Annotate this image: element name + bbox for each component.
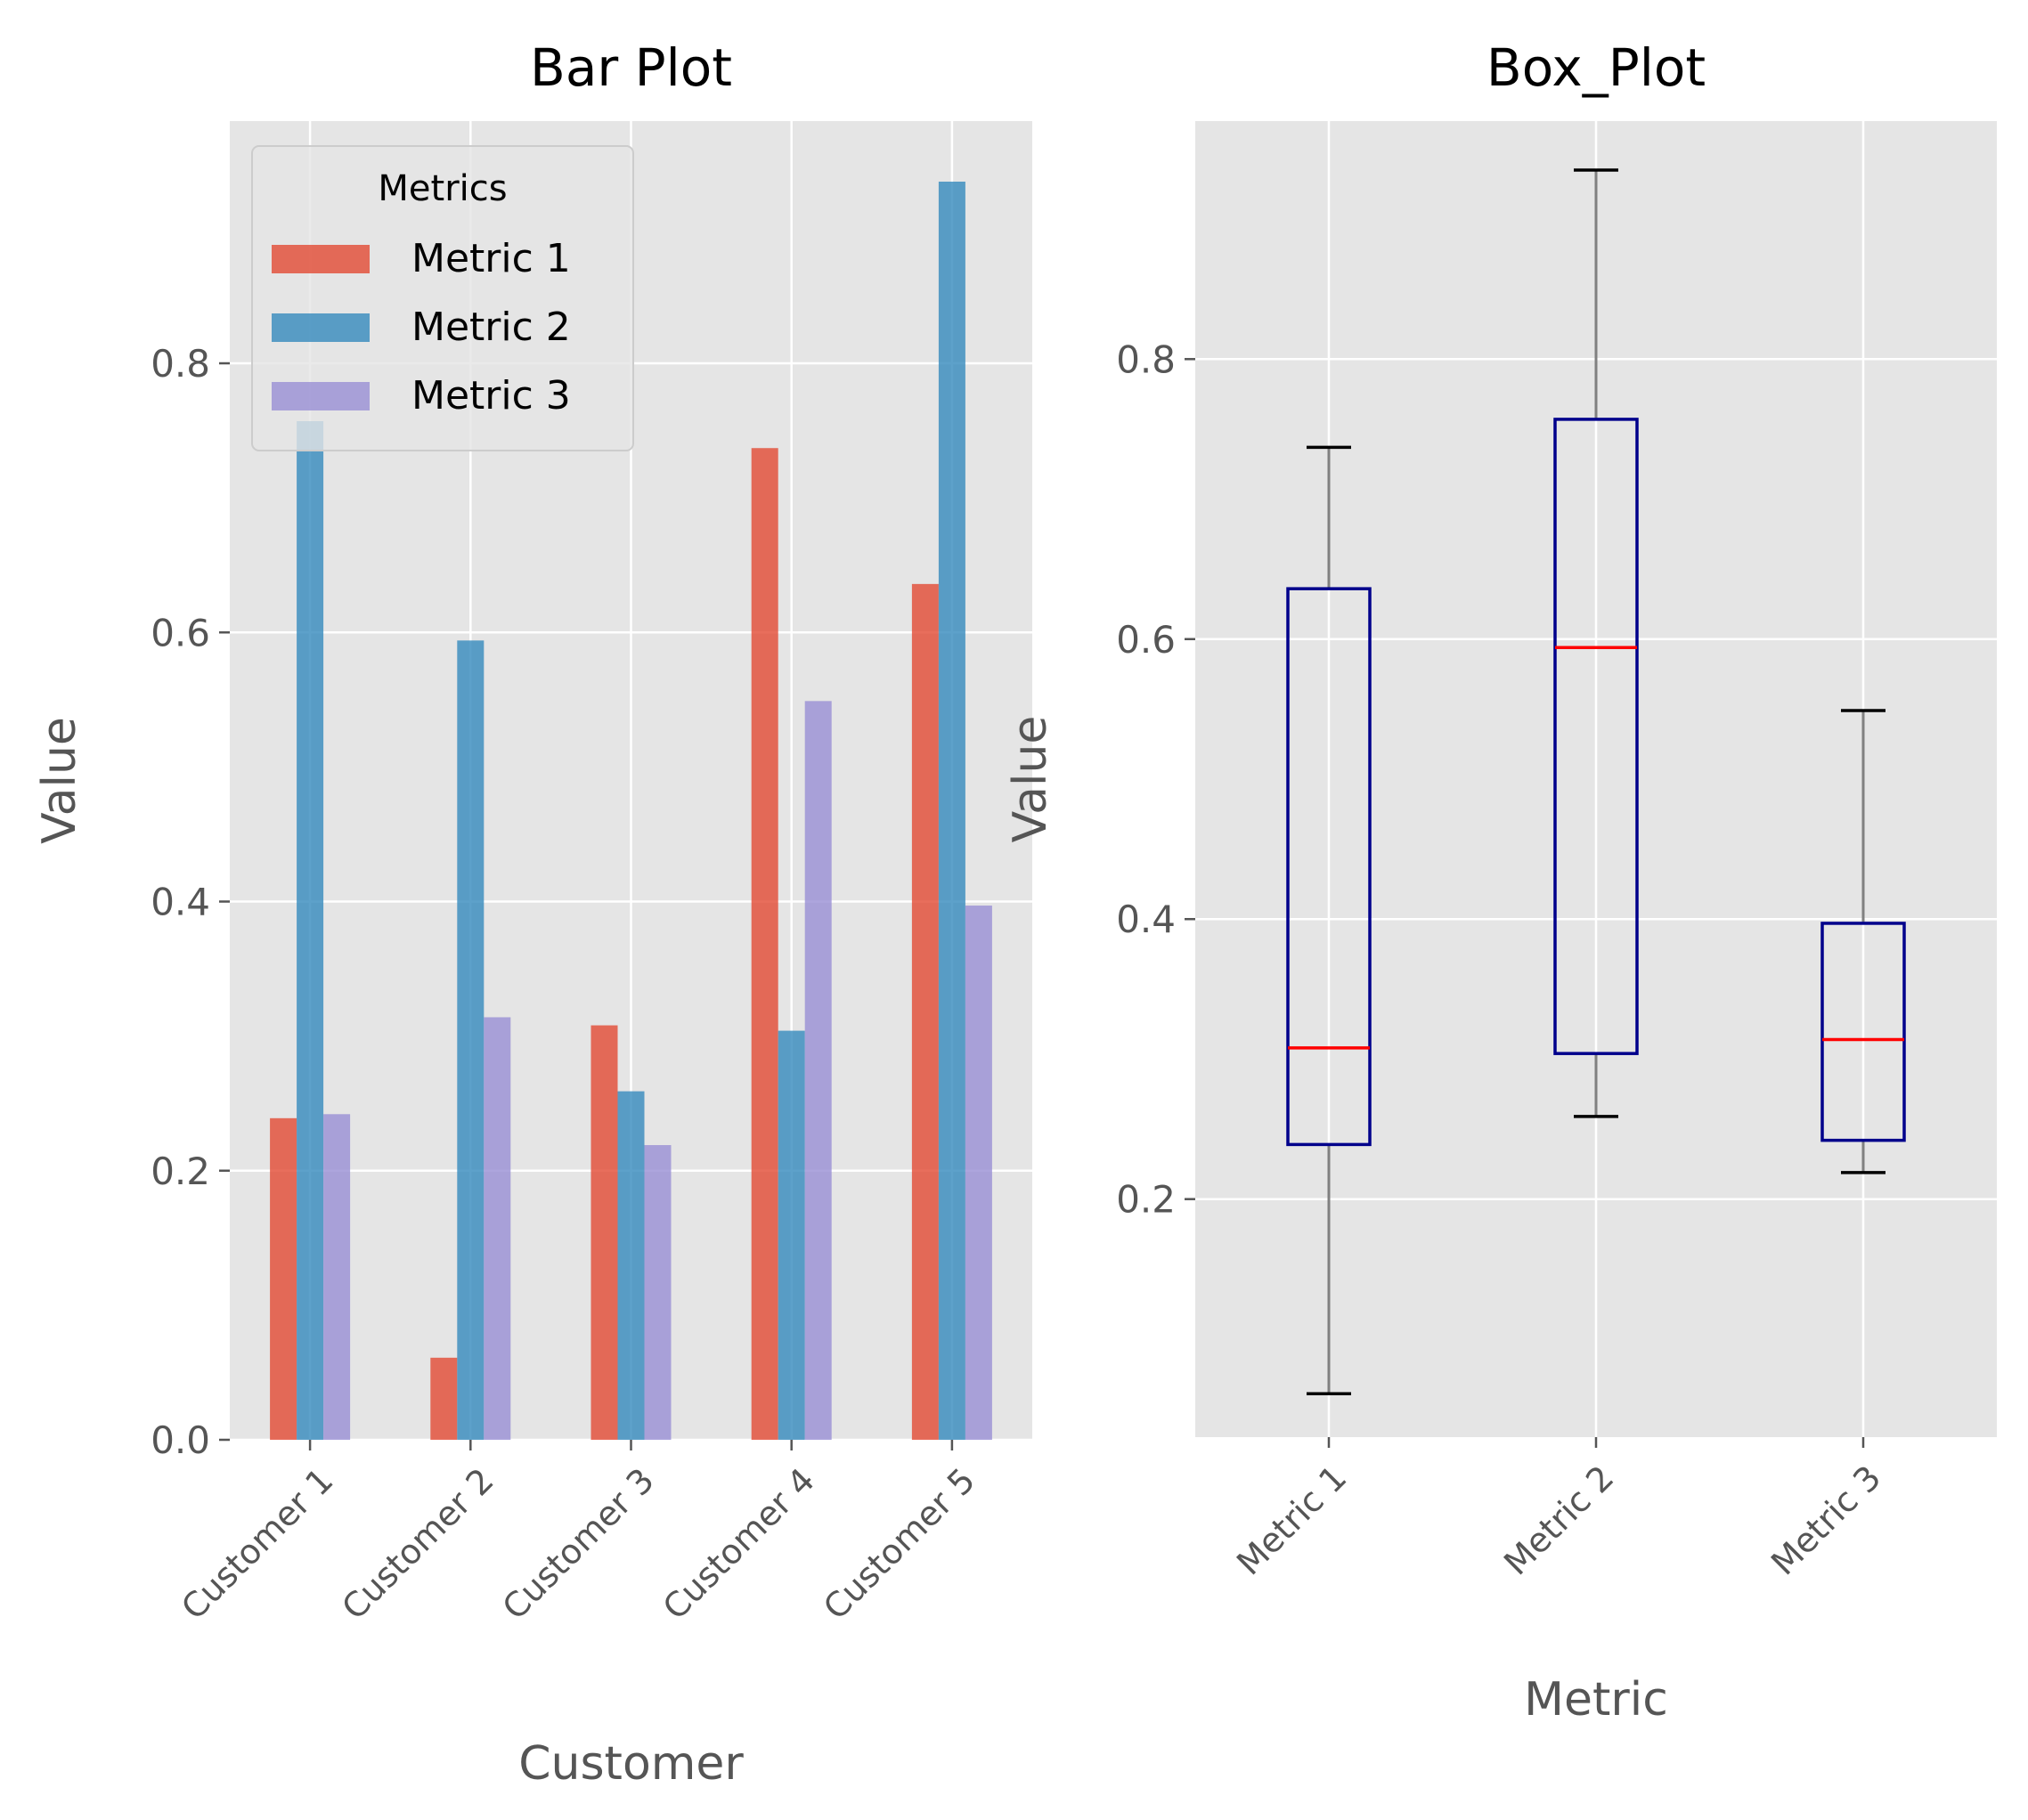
bar-y-ticks: 0.0 0.2 0.4 0.6 0.8 bbox=[151, 342, 230, 1462]
box-y-tick-label: 0.2 bbox=[1116, 1178, 1176, 1222]
legend-label-metric-3: Metric 3 bbox=[411, 373, 571, 418]
bar-metric-1-customer-5 bbox=[911, 583, 939, 1440]
bar-metric-3-customer-4 bbox=[804, 701, 832, 1440]
bar-y-tick-label: 0.8 bbox=[151, 342, 210, 386]
box-metric-2-iqr-box bbox=[1553, 418, 1639, 1055]
box-x-axis-label: Metric bbox=[1524, 1673, 1668, 1727]
box-x-tick-label: Metric 3 bbox=[1763, 1458, 1888, 1582]
box-x-tick-label: Metric 1 bbox=[1229, 1458, 1354, 1582]
bar-metric-3-customer-3 bbox=[644, 1145, 672, 1440]
bar-x-tick-label: Customer 4 bbox=[656, 1460, 822, 1627]
bar-y-tick-label: 0.0 bbox=[151, 1418, 210, 1462]
legend-title: Metrics bbox=[378, 168, 507, 209]
bar-x-tick-label: Customer 2 bbox=[334, 1460, 501, 1627]
box-y-tick-label: 0.6 bbox=[1116, 618, 1176, 662]
bar-x-tick-label: Customer 3 bbox=[495, 1460, 662, 1627]
legend-label-metric-1: Metric 1 bbox=[411, 236, 571, 281]
bar-metric-3-customer-2 bbox=[484, 1017, 511, 1440]
bar-legend: Metrics Metric 1 Metric 2 Metric 3 bbox=[251, 145, 634, 451]
bar-marks bbox=[270, 182, 992, 1440]
box-x-ticks: Metric 1 Metric 2 Metric 3 bbox=[1229, 1437, 1888, 1583]
bar-metric-1-customer-3 bbox=[590, 1025, 618, 1440]
legend-frame bbox=[251, 145, 634, 451]
bar-y-axis-label: Value bbox=[33, 717, 86, 844]
bar-metric-2-customer-5 bbox=[938, 182, 965, 1440]
box-y-ticks: 0.2 0.4 0.6 0.8 bbox=[1116, 337, 1195, 1222]
bar-metric-3-customer-5 bbox=[965, 906, 992, 1440]
bar-metric-1-customer-4 bbox=[751, 448, 778, 1440]
bar-metric-2-customer-4 bbox=[778, 1030, 805, 1440]
bar-y-tick-label: 0.6 bbox=[151, 611, 210, 654]
box-y-tick-label: 0.4 bbox=[1116, 898, 1176, 941]
box-metric-1-iqr-box bbox=[1286, 587, 1372, 1147]
box-marks bbox=[1286, 168, 1906, 1396]
legend-label-metric-2: Metric 2 bbox=[411, 305, 571, 350]
bar-y-tick-label: 0.4 bbox=[151, 881, 210, 924]
bar-metric-3-customer-1 bbox=[323, 1114, 351, 1440]
bar-metric-2-customer-2 bbox=[457, 640, 485, 1440]
bar-metric-2-customer-1 bbox=[297, 421, 324, 1440]
box-y-tick-label: 0.8 bbox=[1116, 337, 1176, 381]
bar-chart-title: Bar Plot bbox=[530, 37, 732, 98]
legend-swatch-metric-2 bbox=[272, 313, 370, 342]
box-x-tick-label: Metric 2 bbox=[1496, 1458, 1621, 1582]
bar-x-tick-label: Customer 1 bbox=[174, 1460, 340, 1627]
legend-swatch-metric-1 bbox=[272, 245, 370, 273]
box-chart: Box_Plot 0.20.40.60.8 Metric 1 Metric 2 Me… bbox=[1004, 37, 1997, 1727]
legend-swatch-metric-3 bbox=[272, 382, 370, 410]
box-metric-3-iqr-box bbox=[1820, 922, 1906, 1142]
box-y-axis-label: Value bbox=[1004, 716, 1057, 843]
bar-x-axis-label: Customer bbox=[518, 1737, 744, 1791]
bar-chart: Bar Plot 0.00.20.40.60.8 Customer 1Custo… bbox=[33, 37, 1032, 1791]
bar-metric-1-customer-1 bbox=[270, 1117, 297, 1440]
bar-x-tick-label: Customer 5 bbox=[816, 1460, 982, 1627]
bar-y-tick-label: 0.2 bbox=[151, 1150, 210, 1193]
bar-metric-2-customer-3 bbox=[617, 1091, 645, 1440]
bar-metric-1-customer-2 bbox=[430, 1357, 458, 1440]
box-chart-title: Box_Plot bbox=[1486, 37, 1706, 98]
